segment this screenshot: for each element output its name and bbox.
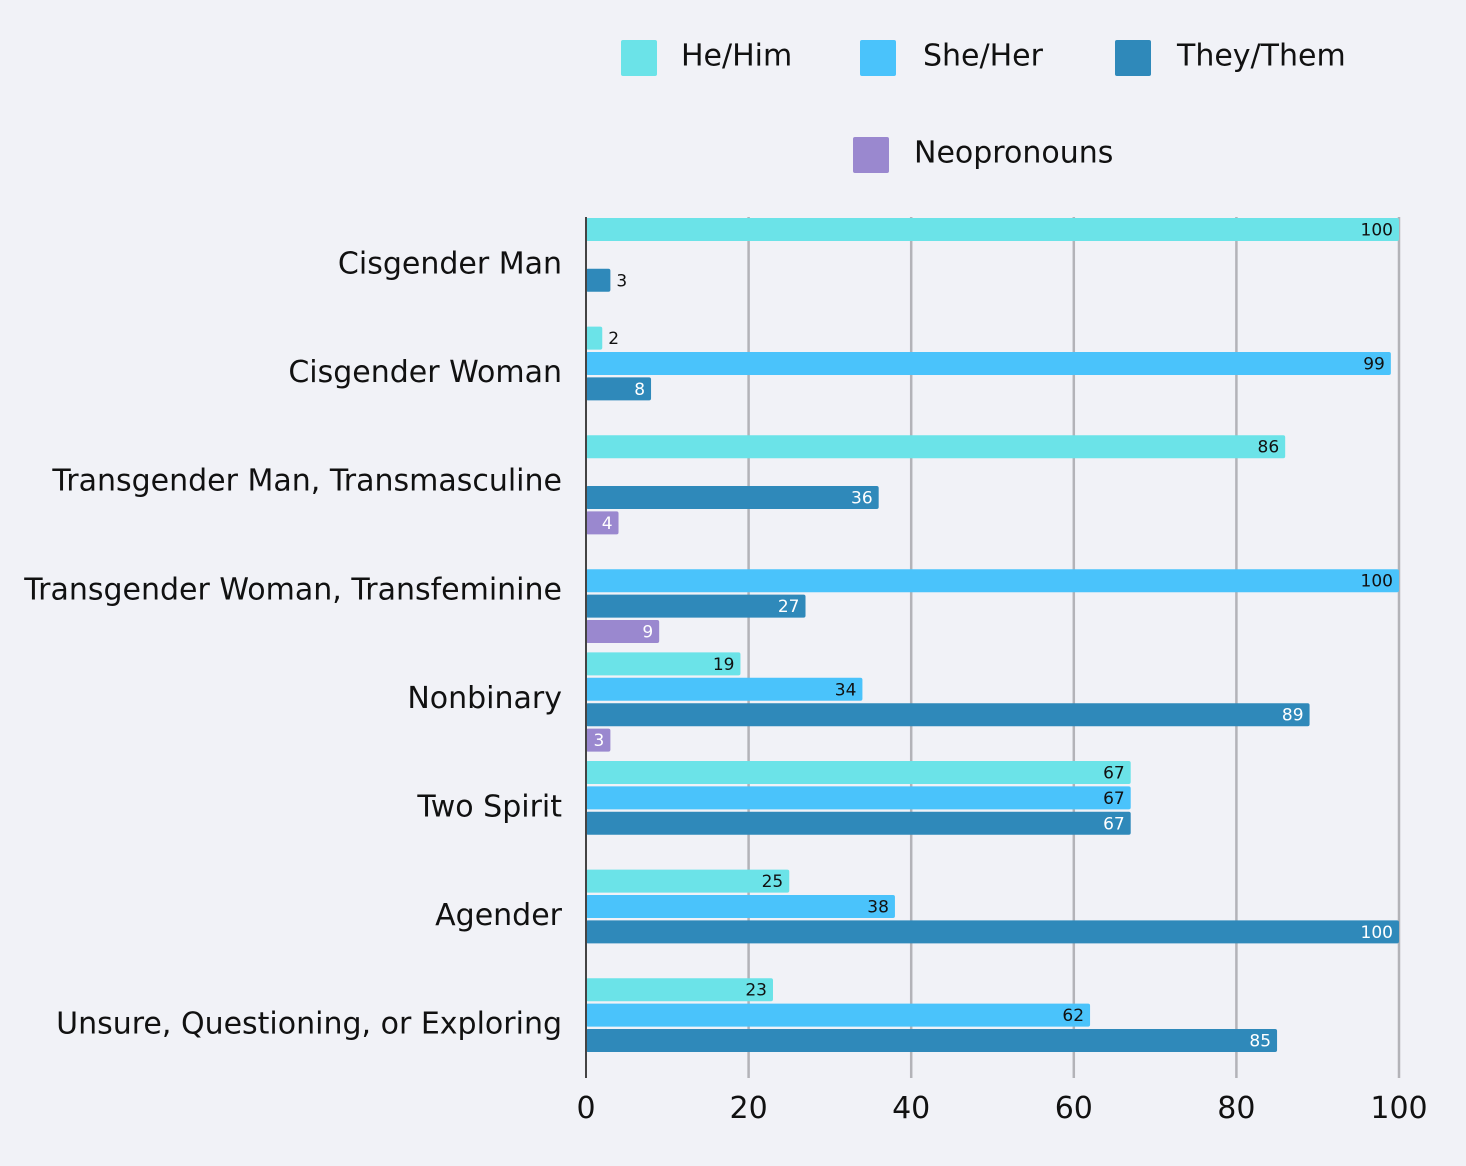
legend-label: Neopronouns [914,136,1113,171]
bar-value-label: 85 [1249,1032,1271,1052]
bar [586,677,863,701]
bar-value-label: 9 [642,623,653,643]
bar [586,652,741,676]
bar [586,218,1399,241]
bar [586,920,1399,944]
bar [586,594,806,618]
bar [586,761,1131,784]
axes: 0 20 40 60 80 100 Cisgender Man Cisgender Woman… [23,217,1428,1126]
legend-swatch [1115,40,1151,76]
bar [586,377,652,401]
legend-swatch [621,40,657,76]
bar [586,703,1310,727]
bar [586,869,790,893]
bar-value-label: 67 [1103,814,1125,834]
bar-value-label: 100 [1361,923,1393,943]
legend-label: He/Him [681,39,792,74]
bar [586,569,1399,593]
legend-swatch [860,40,896,76]
bar-value-label: 100 [1361,221,1393,241]
legend-swatch [853,137,889,173]
bar-value-label: 8 [634,380,645,400]
bar-value-label: 89 [1282,706,1304,726]
bar [586,620,660,643]
bar [586,268,611,292]
bar [586,326,603,350]
y-category-label: Transgender Woman, Transfeminine [23,572,562,607]
y-category-label: Cisgender Man [338,247,562,282]
bar-value-label: 3 [616,271,627,291]
bar [586,486,879,509]
bar-value-label: 19 [713,655,735,675]
y-category-label: Transgender Man, Transmasculine [51,464,562,499]
y-category-label: Nonbinary [407,681,562,716]
bar-value-label: 67 [1103,764,1125,784]
bar-value-label: 3 [594,731,605,751]
bar [586,1003,1091,1027]
bar-value-label: 2 [608,329,619,349]
bar [586,352,1391,375]
y-category-label: Cisgender Woman [288,355,562,390]
legend-label: She/Her [923,39,1044,74]
bar [586,978,773,1002]
bar-value-label: 67 [1103,789,1125,809]
bar [586,895,895,918]
bar [586,811,1131,835]
bar [586,786,1131,810]
x-tick-label: 80 [1217,1091,1255,1126]
bar-value-label: 34 [835,680,857,700]
y-category-label: Agender [435,898,563,933]
bar-value-label: 38 [867,898,889,918]
bar-value-label: 99 [1363,355,1385,375]
bar-value-label: 36 [851,489,873,509]
legend: He/Him She/Her They/Them Neopronouns [621,39,1346,173]
bar-value-label: 4 [602,514,613,534]
x-tick-label: 20 [730,1091,768,1126]
legend-label: They/Them [1176,39,1346,74]
bar [586,728,611,752]
bar-value-label: 62 [1062,1006,1084,1026]
bar-value-label: 25 [762,872,784,892]
x-tick-label: 0 [576,1091,595,1126]
bar-value-label: 27 [778,597,800,617]
bar-value-label: 23 [745,981,767,1001]
y-category-label: Unsure, Questioning, or Exploring [56,1007,562,1042]
bar [586,1029,1278,1052]
bar-value-label: 86 [1258,438,1280,458]
x-tick-label: 40 [892,1091,930,1126]
bar-value-label: 100 [1361,572,1393,592]
gridlines [747,217,1401,1078]
y-category-label: Two Spirit [416,790,562,825]
bars: 1002861967252399100346738623836278967100… [586,218,1399,1052]
x-tick-label: 60 [1055,1091,1093,1126]
x-tick-label: 100 [1370,1091,1427,1126]
bar [586,435,1286,459]
bar [586,511,619,535]
